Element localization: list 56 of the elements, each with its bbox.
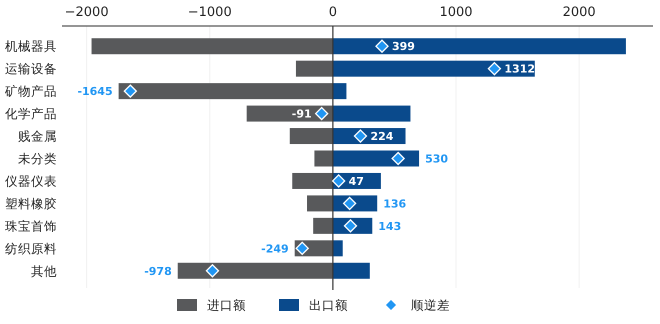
x-tick-label: 1000 xyxy=(439,5,473,20)
point xyxy=(296,242,309,255)
data-label: 1312 xyxy=(504,62,536,76)
data-label: -1645 xyxy=(77,85,113,98)
point xyxy=(206,264,220,278)
data-label: 399 xyxy=(392,40,415,54)
legend-label: 进口额 xyxy=(207,298,246,312)
bar xyxy=(290,128,333,144)
y-tick-label: 其他 xyxy=(31,263,57,278)
y-tick-label: 纺织原料 xyxy=(5,240,57,256)
bar xyxy=(292,172,333,189)
y-tick-label: 仪器仪表 xyxy=(5,173,57,188)
data-label: 136 xyxy=(383,197,407,210)
point xyxy=(354,129,368,143)
data-label: -91 xyxy=(292,108,312,121)
bar xyxy=(332,83,346,100)
point xyxy=(391,152,405,166)
y-tick-label: 化学产品 xyxy=(5,106,57,122)
x-tick-label: −1000 xyxy=(188,5,232,20)
bar xyxy=(332,60,535,77)
bar xyxy=(314,150,333,166)
y-tick-label: 珠宝首饰 xyxy=(5,218,57,234)
bar xyxy=(246,106,333,122)
x-tick-label: 2000 xyxy=(562,5,596,20)
point xyxy=(332,174,346,188)
data-label: 47 xyxy=(348,174,364,188)
point xyxy=(124,84,137,98)
point xyxy=(375,40,389,53)
point xyxy=(315,106,328,120)
bar xyxy=(332,38,626,54)
data-label: -249 xyxy=(261,242,289,256)
bar xyxy=(178,262,333,279)
y-tick-label: 矿物产品 xyxy=(4,84,57,99)
y-tick-label: 未分类 xyxy=(18,151,57,166)
data-label: -978 xyxy=(144,264,172,278)
x-tick-label: −2000 xyxy=(64,5,109,20)
legend-label: 出口额 xyxy=(309,298,348,312)
x-tick-label: 0 xyxy=(328,5,338,20)
bar xyxy=(332,106,410,122)
bar xyxy=(332,150,420,166)
bar xyxy=(92,38,333,54)
bar xyxy=(313,218,333,234)
bar xyxy=(118,83,333,100)
y-tick-label: 运输设备 xyxy=(5,61,57,76)
point xyxy=(488,62,502,76)
data-label: 530 xyxy=(425,152,448,166)
data-label: 143 xyxy=(378,220,402,233)
y-tick-label: 贱金属 xyxy=(18,128,57,144)
bar xyxy=(332,262,370,279)
legend-label: 顺逆差 xyxy=(411,298,450,312)
data-label: 224 xyxy=(370,130,394,144)
bar xyxy=(307,195,333,212)
bar xyxy=(332,240,343,256)
bar xyxy=(296,60,333,77)
y-tick-label: 塑料橡胶 xyxy=(5,196,57,211)
y-tick-label: 机械器具 xyxy=(5,38,57,54)
